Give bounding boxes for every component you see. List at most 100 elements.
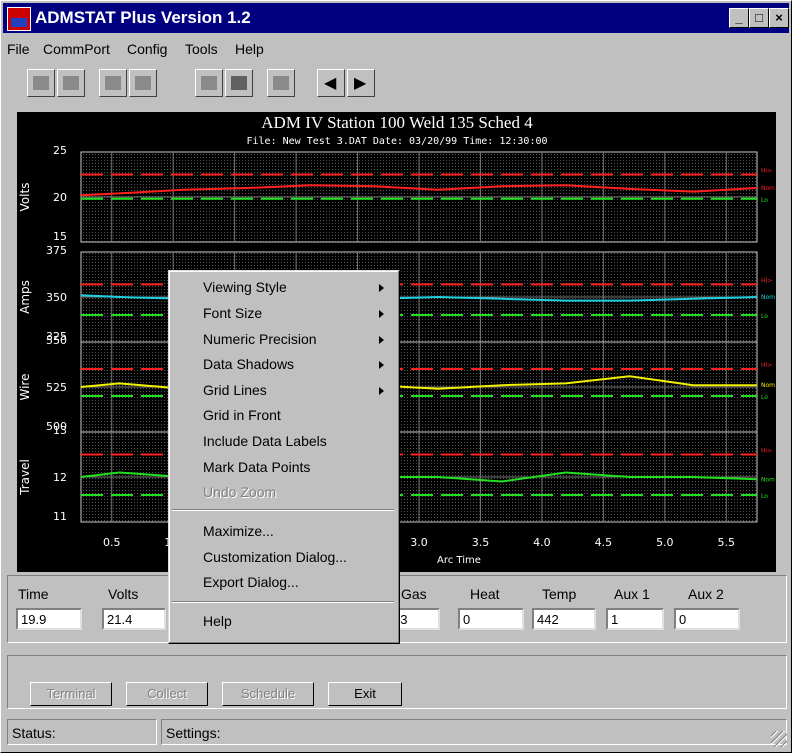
volts-tick-label: 15 — [53, 230, 67, 243]
menu-item-viewing-style[interactable]: Viewing Style — [203, 279, 287, 295]
menu-item-grid-in-front[interactable]: Grid in Front — [203, 407, 281, 423]
resize-grip[interactable] — [771, 731, 787, 747]
amps-tick-label: 350 — [46, 291, 67, 304]
label-temp: Temp — [542, 586, 577, 602]
settings-button[interactable] — [267, 69, 295, 97]
window-icon — [201, 76, 217, 90]
menu-item-mark-data-points[interactable]: Mark Data Points — [203, 459, 311, 475]
menu-item-help[interactable]: Help — [203, 613, 232, 629]
x-tick-label: 3.5 — [472, 536, 490, 549]
hi-marker-label: Hi> — [761, 362, 772, 369]
nom-marker-label: Nom — [761, 294, 775, 301]
heat-field[interactable]: 0 — [458, 608, 524, 630]
chart-icon — [105, 76, 121, 90]
label-aux2: Aux 2 — [688, 586, 724, 602]
menu-item-export-dialog[interactable]: Export Dialog... — [203, 574, 299, 590]
x-tick-label: 4.0 — [533, 536, 551, 549]
amps-tick-label: 375 — [46, 244, 67, 257]
stop-button[interactable] — [129, 69, 157, 97]
wire-tick-label: 500 — [46, 420, 67, 433]
x-tick-label: 0.5 — [103, 536, 121, 549]
forward-button[interactable]: ▶ — [347, 69, 375, 97]
menu-item-maximize[interactable]: Maximize... — [203, 523, 274, 539]
lo-marker-label: Lo — [761, 493, 768, 500]
amps-tick-label: 325 — [46, 330, 67, 343]
exit-button[interactable]: Exit — [328, 682, 402, 706]
title-bar[interactable]: ADMSTAT Plus Version 1.2 _ □ × — [3, 3, 789, 33]
volts-field[interactable]: 21.4 — [102, 608, 166, 630]
status-bar: Status: Settings: — [3, 717, 789, 749]
menu-item-include-data-labels[interactable]: Include Data Labels — [203, 433, 327, 449]
label-time: Time — [18, 586, 49, 602]
menu-item-undo-zoom[interactable]: Undo Zoom — [203, 484, 277, 500]
menu-item-font-size[interactable]: Font Size — [203, 305, 263, 321]
aux1-field[interactable]: 1 — [606, 608, 664, 630]
window-title: ADMSTAT Plus Version 1.2 — [35, 8, 251, 27]
edit-icon — [63, 76, 79, 90]
volts-series-line — [80, 184, 758, 197]
open-button[interactable] — [27, 69, 55, 97]
menu-commport[interactable]: CommPort — [43, 41, 110, 57]
x-tick-label: 5.5 — [718, 536, 736, 549]
submenu-arrow-icon — [379, 387, 384, 395]
menu-file[interactable]: File — [7, 41, 30, 57]
submenu-arrow-icon — [379, 336, 384, 344]
status-cell: Status: — [7, 719, 157, 745]
terminal-button[interactable]: Terminal — [30, 682, 112, 706]
minimize-button[interactable]: _ — [729, 8, 749, 28]
hi-marker-label: Hi> — [761, 168, 772, 175]
x-tick-label: 4.5 — [595, 536, 613, 549]
volts-tick-label: 20 — [53, 191, 67, 204]
travel-tick-label: 12 — [53, 471, 67, 484]
chart-button[interactable] — [99, 69, 127, 97]
label-aux1: Aux 1 — [614, 586, 650, 602]
graph-button[interactable] — [225, 69, 253, 97]
menu-item-customization-dialog[interactable]: Customization Dialog... — [203, 549, 347, 565]
travel-tick-label: 11 — [53, 510, 67, 523]
menu-help[interactable]: Help — [235, 41, 264, 57]
menu-item-grid-lines[interactable]: Grid Lines — [203, 382, 267, 398]
menu-separator — [172, 509, 394, 511]
label-gas: Gas — [401, 586, 427, 602]
schedule-button[interactable]: Schedule — [222, 682, 314, 706]
menu-item-data-shadows[interactable]: Data Shadows — [203, 356, 295, 372]
forward-icon: ▶ — [354, 75, 367, 92]
button-row: Terminal Collect Schedule Exit — [7, 655, 787, 709]
wire-tick-label: 550 — [46, 334, 67, 347]
toolbar: ◀ ▶ — [3, 65, 789, 107]
x-tick-label: 3.0 — [410, 536, 428, 549]
chart-subtitle: File: New Test 3.DAT Date: 03/20/99 Time… — [246, 136, 547, 147]
nom-marker-label: Nom — [761, 476, 775, 483]
time-field[interactable]: 19.9 — [16, 608, 82, 630]
app-icon[interactable] — [7, 7, 31, 31]
menu-separator — [172, 601, 394, 603]
menu-config[interactable]: Config — [127, 41, 168, 57]
back-icon: ◀ — [324, 75, 337, 92]
stop-icon — [135, 76, 151, 90]
submenu-arrow-icon — [379, 310, 384, 318]
wire-axis-label: Wire — [18, 374, 32, 401]
menu-tools[interactable]: Tools — [185, 41, 218, 57]
nom-marker-label: Nom — [761, 185, 775, 192]
amps-axis-label: Amps — [18, 280, 32, 314]
settings-cell: Settings: — [161, 719, 787, 745]
back-button[interactable]: ◀ — [317, 69, 345, 97]
maximize-button[interactable]: □ — [749, 8, 769, 28]
edit-button[interactable] — [57, 69, 85, 97]
temp-field[interactable]: 442 — [532, 608, 596, 630]
lo-marker-label: Lo — [761, 394, 768, 401]
lo-marker-label: Lo — [761, 197, 768, 204]
open-icon — [33, 76, 49, 90]
chart-title: ADM IV Station 100 Weld 135 Sched 4 — [261, 113, 533, 132]
aux2-field[interactable]: 0 — [674, 608, 740, 630]
nom-marker-label: Nom — [761, 382, 775, 389]
window-button[interactable] — [195, 69, 223, 97]
travel-tick-label: 13 — [53, 424, 67, 437]
collect-button[interactable]: Collect — [126, 682, 208, 706]
submenu-arrow-icon — [379, 361, 384, 369]
menu-bar: File CommPort Config Tools Help — [3, 39, 789, 61]
close-button[interactable]: × — [769, 8, 789, 28]
label-volts: Volts — [108, 586, 139, 602]
submenu-arrow-icon — [379, 284, 384, 292]
menu-item-numeric-precision[interactable]: Numeric Precision — [203, 331, 317, 347]
